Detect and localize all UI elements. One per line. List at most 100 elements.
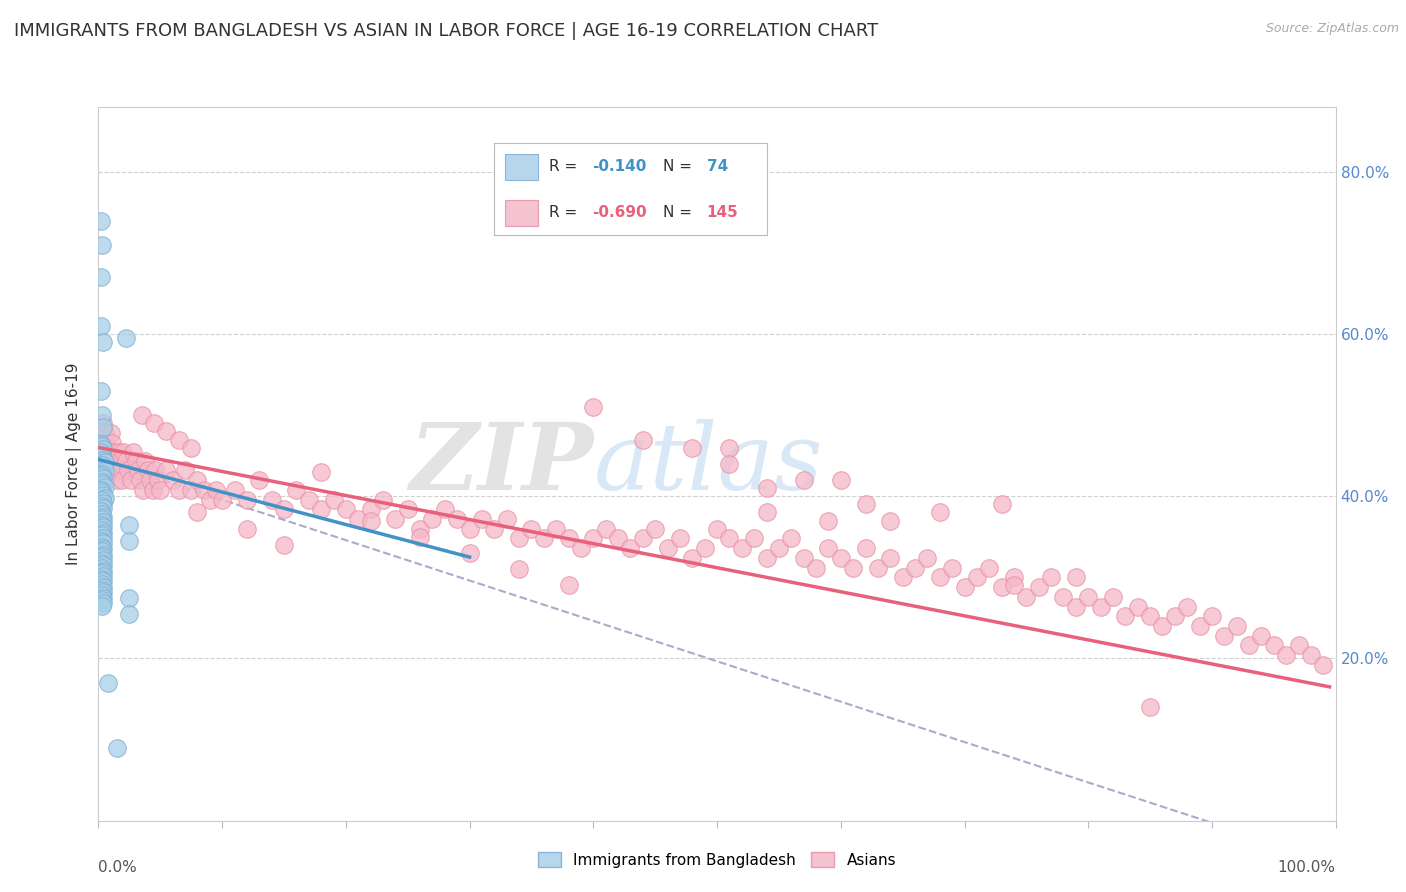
Point	[93, 536, 115, 550]
Point	[136, 463, 159, 477]
Point	[273, 538, 295, 552]
Point	[1188, 619, 1211, 633]
Point	[830, 550, 852, 565]
Point	[396, 502, 419, 516]
Point	[224, 483, 246, 497]
Y-axis label: In Labor Force | Age 16-19: In Labor Force | Age 16-19	[66, 362, 83, 566]
Point	[260, 492, 283, 507]
Point	[91, 599, 114, 613]
Point	[693, 541, 716, 556]
Point	[879, 514, 901, 528]
Point	[718, 441, 741, 455]
Point	[855, 497, 877, 511]
Point	[90, 384, 112, 398]
Point	[93, 491, 115, 505]
Point	[817, 541, 839, 556]
Point	[742, 532, 765, 546]
Point	[129, 473, 152, 487]
Legend: Immigrants from Bangladesh, Asians: Immigrants from Bangladesh, Asians	[531, 846, 903, 873]
Point	[91, 475, 114, 489]
Point	[93, 525, 115, 540]
Point	[90, 469, 112, 483]
Point	[120, 473, 142, 487]
Point	[90, 483, 112, 497]
Point	[91, 517, 114, 532]
Text: 0.0%: 0.0%	[98, 860, 138, 875]
Point	[904, 560, 927, 574]
Point	[928, 506, 950, 520]
Point	[309, 465, 332, 479]
Point	[93, 515, 115, 529]
Point	[90, 436, 112, 450]
Point	[360, 514, 382, 528]
Point	[96, 444, 118, 458]
Point	[91, 449, 114, 463]
Point	[706, 522, 728, 536]
Point	[569, 541, 592, 556]
Point	[93, 442, 115, 457]
Point	[768, 541, 790, 556]
Point	[1201, 609, 1223, 624]
Text: ZIP: ZIP	[409, 419, 593, 508]
Point	[91, 556, 114, 570]
Point	[131, 408, 153, 422]
Point	[205, 483, 228, 497]
Point	[90, 444, 112, 458]
Point	[928, 570, 950, 584]
Point	[979, 560, 1001, 574]
Point	[1028, 580, 1050, 594]
Point	[384, 512, 406, 526]
Point	[93, 417, 115, 431]
Point	[149, 483, 172, 497]
Point	[1114, 609, 1136, 624]
Point	[193, 483, 215, 497]
Point	[1102, 590, 1125, 604]
Point	[1040, 570, 1063, 584]
Point	[91, 550, 114, 565]
Point	[236, 522, 259, 536]
Point	[93, 520, 115, 534]
Point	[105, 740, 128, 755]
Point	[91, 582, 114, 597]
Point	[100, 425, 122, 440]
Point	[533, 532, 555, 546]
Point	[93, 564, 115, 578]
Point	[93, 574, 115, 589]
Point	[93, 452, 115, 467]
Point	[162, 473, 184, 487]
Point	[107, 444, 129, 458]
Point	[446, 512, 468, 526]
Point	[114, 454, 136, 468]
Point	[93, 488, 115, 502]
Point	[1002, 570, 1025, 584]
Point	[1077, 590, 1099, 604]
Point	[1226, 619, 1249, 633]
Point	[93, 552, 115, 566]
Point	[1312, 657, 1334, 672]
Text: N =: N =	[664, 159, 697, 174]
Point	[1052, 590, 1074, 604]
Point	[155, 425, 177, 439]
Point	[186, 506, 208, 520]
Point	[143, 417, 166, 431]
Point	[108, 454, 131, 468]
Point	[97, 675, 120, 690]
Point	[966, 570, 988, 584]
FancyBboxPatch shape	[505, 200, 538, 227]
Text: -0.690: -0.690	[592, 205, 647, 220]
Point	[155, 463, 177, 477]
Point	[211, 492, 233, 507]
Point	[793, 473, 815, 487]
Point	[471, 512, 494, 526]
Point	[842, 560, 865, 574]
Point	[93, 479, 115, 493]
Point	[409, 522, 432, 536]
Point	[309, 502, 332, 516]
Point	[546, 522, 568, 536]
Point	[134, 454, 156, 468]
Point	[90, 270, 112, 285]
Point	[167, 483, 190, 497]
Point	[520, 522, 543, 536]
Point	[91, 593, 114, 607]
Point	[93, 558, 115, 573]
